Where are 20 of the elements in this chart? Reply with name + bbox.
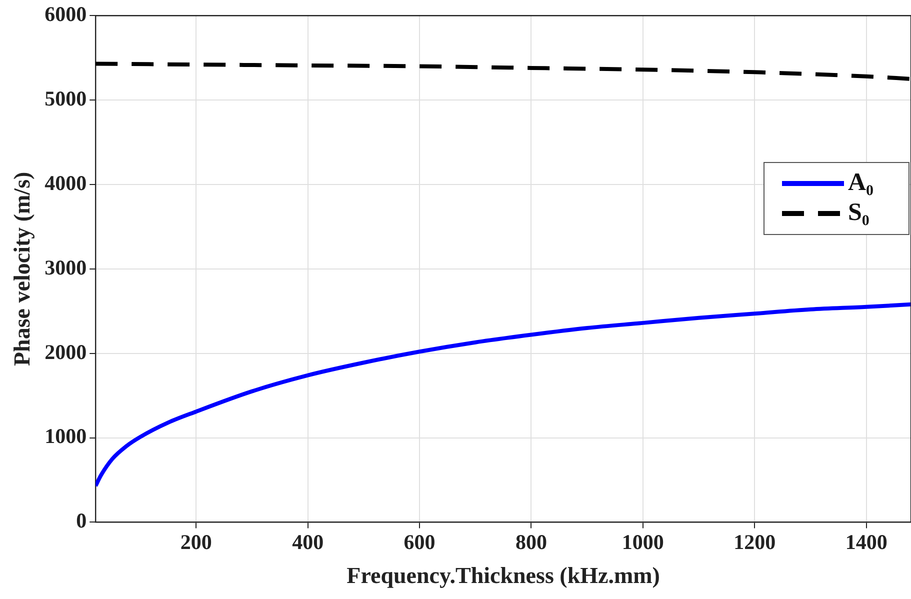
y-tick-label: 0 (76, 508, 87, 533)
y-tick-label: 3000 (44, 255, 87, 280)
y-tick-label: 2000 (44, 340, 87, 364)
line-series (96, 302, 911, 488)
y-tick-label: 5000 (44, 86, 87, 110)
y-tick-label: 4000 (44, 170, 87, 195)
x-tick-label: 400 (292, 530, 324, 554)
y-tick-label: 1000 (44, 424, 87, 448)
x-tick-label: 200 (180, 530, 212, 554)
legend-label: A₀ (848, 168, 874, 196)
y-axis-title: Phase velocity (m/s) (10, 172, 35, 366)
x-tick-label: 1200 (734, 530, 776, 554)
x-tick-label: 1400 (845, 530, 888, 554)
legend-label: S₀ (848, 198, 870, 226)
line-series (96, 62, 911, 81)
y-tick-label: 6000 (44, 2, 87, 26)
x-tick-label: 1000 (622, 530, 664, 554)
x-tick-label: 800 (515, 530, 547, 554)
x-tick-label: 600 (404, 530, 436, 554)
x-axis-title: Frequency.Thickness (kHz.mm) (346, 563, 660, 588)
